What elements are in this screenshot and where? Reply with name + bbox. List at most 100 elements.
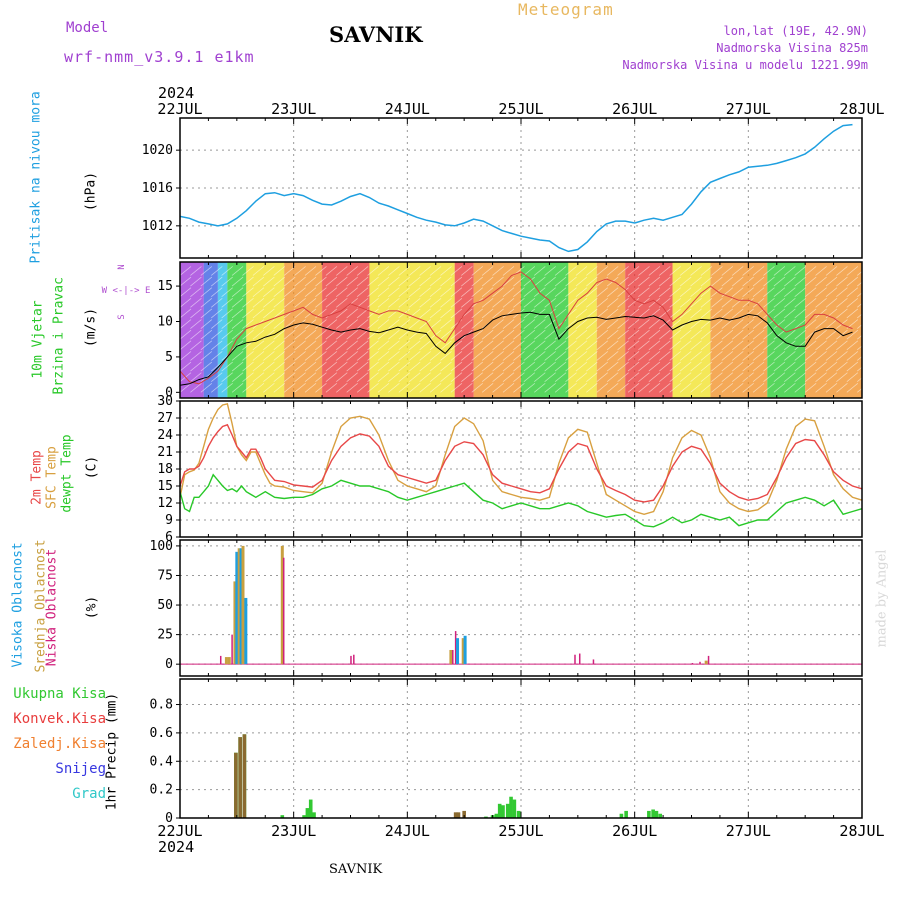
wind-barb	[231, 298, 244, 308]
wind-barb	[784, 351, 796, 361]
wind-barb	[763, 298, 775, 308]
wind-barb	[638, 361, 650, 372]
wind-band	[521, 262, 569, 398]
wind-ytick-label: 15	[157, 279, 173, 294]
cloud-bar-low	[574, 654, 576, 665]
wind-barb	[211, 361, 223, 372]
wind-barb	[200, 383, 213, 393]
wind-barb	[263, 319, 275, 329]
wind-barb	[804, 372, 817, 382]
wind-barb	[544, 340, 556, 351]
wind-barb	[659, 372, 671, 382]
wind-barb	[815, 340, 827, 351]
wind-ytick-label: 10	[157, 315, 173, 330]
wind-barb	[586, 329, 598, 340]
wind-barb	[700, 319, 713, 329]
wind-barb	[221, 361, 233, 372]
wind-barb	[804, 266, 817, 276]
wind-barb	[554, 287, 567, 297]
wind-barb	[825, 287, 838, 297]
wind-barb	[179, 298, 192, 308]
temp-ytick-label: 27	[157, 411, 173, 426]
cloud-ytick-label: 25	[157, 628, 173, 643]
wind-barb	[846, 383, 859, 393]
wind-barb	[648, 266, 661, 276]
wind-barb	[575, 340, 588, 351]
temp-ytick-label: 9	[165, 513, 173, 528]
wind-barb	[211, 372, 223, 382]
wind-barb	[596, 319, 608, 329]
wind-barb	[429, 298, 442, 308]
wind-barb	[304, 340, 317, 351]
cloud-bar-high	[239, 548, 243, 665]
wind-barb	[367, 298, 379, 308]
wind-barb	[179, 329, 192, 340]
wind-barb	[732, 340, 744, 351]
wind-barb	[481, 329, 494, 340]
wind-barb	[513, 361, 525, 372]
wind-barb	[534, 276, 546, 287]
wind-barb	[815, 298, 827, 308]
precip-legend-total: Ukupna Kisa	[13, 686, 106, 702]
wind-barb	[617, 329, 629, 340]
wind-band	[203, 262, 218, 398]
wind-barb	[190, 340, 202, 351]
cloud-bar-high	[463, 635, 467, 665]
wind-barb	[294, 351, 306, 361]
precip-total-bar	[651, 809, 655, 818]
wind-barb	[804, 319, 817, 329]
wind-barb	[481, 276, 494, 287]
wind-barb	[669, 266, 681, 276]
wind-barb	[773, 383, 786, 393]
wind-barb	[252, 329, 265, 340]
wind-barb	[763, 287, 775, 297]
wind-barb	[648, 298, 661, 308]
wind-barb	[513, 372, 525, 382]
wind-barb	[367, 266, 379, 276]
wind-barb	[586, 361, 598, 372]
wind-barb	[409, 340, 421, 351]
wind-barb	[388, 329, 400, 340]
wind-barb	[784, 287, 796, 297]
wind-barb	[804, 308, 817, 319]
wind-barb	[325, 298, 338, 308]
wind-barb	[190, 361, 202, 372]
wind-band	[596, 262, 626, 398]
wind-barb	[596, 287, 608, 297]
wind-barb	[721, 361, 734, 372]
wind-barb	[857, 383, 869, 393]
wind-barb	[638, 276, 650, 287]
wind-barb	[544, 276, 556, 287]
wind-barb	[534, 361, 546, 372]
year-top: 2024	[158, 84, 195, 102]
wind-barb	[283, 308, 296, 319]
wind-barb	[857, 276, 869, 287]
wind-barb	[836, 351, 848, 361]
precip-total-bar	[302, 815, 306, 818]
wind-barb	[304, 266, 317, 276]
wind-barb	[690, 372, 702, 382]
wind-barb	[732, 361, 744, 372]
wind-barb	[242, 276, 254, 287]
wind-barb	[263, 361, 275, 372]
wind-barb	[784, 361, 796, 372]
wind-barb	[752, 383, 765, 393]
wind-barb	[596, 308, 608, 319]
wind-barb	[492, 276, 504, 287]
wind-barb	[700, 266, 713, 276]
wind-barb	[586, 298, 598, 308]
wind-barb	[450, 383, 463, 393]
wind-barb	[690, 329, 702, 340]
wind-barb	[534, 298, 546, 308]
wind-barb	[804, 340, 817, 351]
precip-total-bar	[494, 813, 499, 818]
wind-barb	[502, 308, 515, 319]
wind-barb	[784, 383, 796, 393]
wind-barb	[179, 319, 192, 329]
cloud-bar-mid	[704, 660, 708, 665]
wind-barb	[179, 266, 192, 276]
wind-barb	[377, 319, 390, 329]
wind-barb	[336, 308, 348, 319]
wind-barb	[554, 383, 567, 393]
wind-barb	[356, 361, 369, 372]
